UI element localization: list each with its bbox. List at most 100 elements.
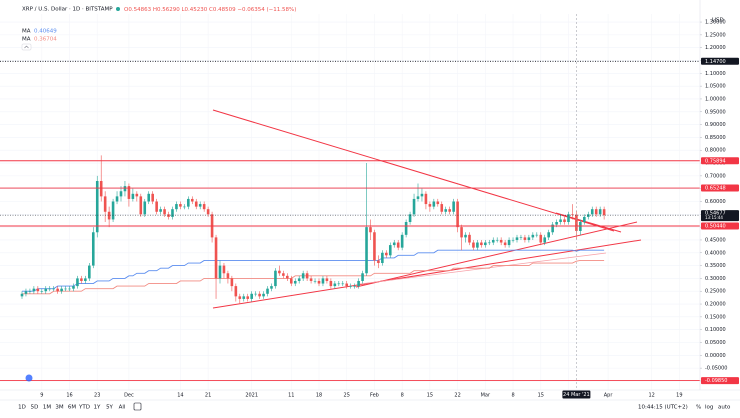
- clock[interactable]: 10:44:15 (UTC+2): [638, 405, 688, 411]
- candle-body: [293, 280, 297, 284]
- collapse-button[interactable]: [21, 43, 32, 51]
- price-line-label-bg: [701, 222, 739, 230]
- candle-body: [127, 186, 131, 199]
- candle-body: [436, 201, 440, 205]
- candle-body: [278, 270, 281, 274]
- indicator-name[interactable]: MA: [22, 37, 31, 43]
- x-tick-label: 15: [538, 393, 544, 399]
- candle-body: [412, 198, 416, 215]
- range-button[interactable]: 3M: [55, 405, 63, 411]
- candle-body: [404, 222, 408, 235]
- candle-body: [424, 193, 428, 205]
- event-icon[interactable]: [25, 374, 33, 382]
- x-tick-label: 11: [288, 393, 294, 399]
- y-tick-label: 0.00000: [705, 353, 726, 359]
- scale-option[interactable]: auto: [718, 405, 731, 411]
- trend-line: [212, 239, 642, 309]
- candle-body: [392, 242, 396, 246]
- candle-body: [586, 214, 590, 217]
- y-tick-label: 1.20000: [705, 45, 726, 51]
- candle-body: [111, 201, 115, 220]
- candle-body: [246, 296, 250, 299]
- ohlc-change: −0.06354 (−11.58%): [237, 7, 296, 13]
- candle-body: [183, 206, 186, 208]
- trend-line: [555, 212, 622, 233]
- candle-body: [24, 291, 28, 294]
- candle-body: [135, 193, 139, 197]
- candle-body: [282, 273, 285, 276]
- scale-option[interactable]: log: [705, 405, 713, 411]
- candle-body: [460, 227, 463, 238]
- candle-body: [258, 293, 261, 297]
- range-button[interactable]: 1M: [43, 405, 51, 411]
- candle-body: [333, 283, 337, 287]
- moving-average-line: [22, 260, 605, 295]
- candle-body: [388, 245, 392, 256]
- calendar-icon[interactable]: [133, 402, 142, 411]
- candle-body: [357, 280, 360, 287]
- candle-body: [20, 293, 24, 297]
- candle-body: [416, 196, 420, 199]
- symbol-title: XRP / U.S. Dollar · 1D · BITSTAMP: [22, 7, 113, 13]
- scale-option[interactable]: %: [696, 405, 701, 411]
- candle-body: [583, 216, 586, 223]
- price-line-label-bg: [701, 184, 739, 192]
- candle-body: [317, 280, 321, 284]
- range-button[interactable]: YTD: [78, 405, 90, 411]
- candle-body: [400, 234, 404, 248]
- candle-body: [551, 224, 554, 233]
- y-tick-label: 1.00000: [705, 96, 726, 102]
- y-tick-label: 1.25000: [705, 32, 726, 38]
- y-tick-label: 1.05000: [705, 84, 726, 90]
- x-tick-label: 14: [177, 393, 183, 399]
- candle-body: [238, 296, 242, 299]
- candle-body: [309, 278, 313, 281]
- candle-body: [88, 265, 91, 279]
- x-tick-label: 15: [427, 393, 433, 399]
- trend-line: [355, 221, 638, 288]
- candle-body: [99, 180, 103, 197]
- candle-body: [32, 288, 36, 292]
- crosshair-label-bg: [562, 390, 591, 399]
- range-button[interactable]: 5Y: [106, 405, 113, 411]
- x-tick-label: 12: [648, 393, 654, 399]
- currency: USD: [712, 18, 724, 24]
- ohlc-high: H0.56290: [153, 7, 180, 13]
- candle-body: [206, 209, 210, 215]
- x-tick-label: 19: [676, 393, 682, 399]
- candle-body: [270, 286, 273, 289]
- candle-body: [503, 242, 507, 246]
- range-button[interactable]: 5D: [31, 405, 39, 411]
- y-tick-label: 0.95000: [705, 109, 726, 115]
- candle-body: [602, 209, 606, 216]
- y-tick-label: 0.25000: [705, 289, 726, 295]
- candle-body: [234, 286, 238, 297]
- range-button[interactable]: 6M: [68, 405, 76, 411]
- price-line-label-bg: [701, 377, 739, 385]
- candle-body: [56, 288, 59, 292]
- y-tick-label: -0.05000: [705, 366, 727, 372]
- range-button[interactable]: 1Y: [94, 405, 101, 411]
- range-button[interactable]: 1D: [18, 405, 26, 411]
- candle-body: [487, 242, 491, 244]
- market-status: [116, 7, 120, 11]
- candle-body: [491, 239, 495, 243]
- candle-body: [103, 196, 107, 212]
- candle-body: [515, 237, 519, 240]
- collapse-icon: [24, 45, 29, 49]
- x-tick-label: 2021: [245, 393, 258, 399]
- candle-body: [242, 296, 246, 299]
- grid: [0, 14, 700, 390]
- candle-body: [68, 288, 71, 290]
- y-tick-label: 0.15000: [705, 314, 726, 320]
- candle-body: [48, 288, 52, 290]
- moving-average-line: [22, 249, 605, 292]
- y-tick-label: 0.80000: [705, 148, 726, 154]
- range-button[interactable]: All: [119, 405, 126, 411]
- candle-body: [297, 278, 301, 281]
- candle-body: [80, 278, 83, 281]
- y-tick-label: 0.45000: [705, 237, 726, 243]
- candle-body: [190, 198, 194, 202]
- indicator-name[interactable]: MA: [22, 29, 31, 35]
